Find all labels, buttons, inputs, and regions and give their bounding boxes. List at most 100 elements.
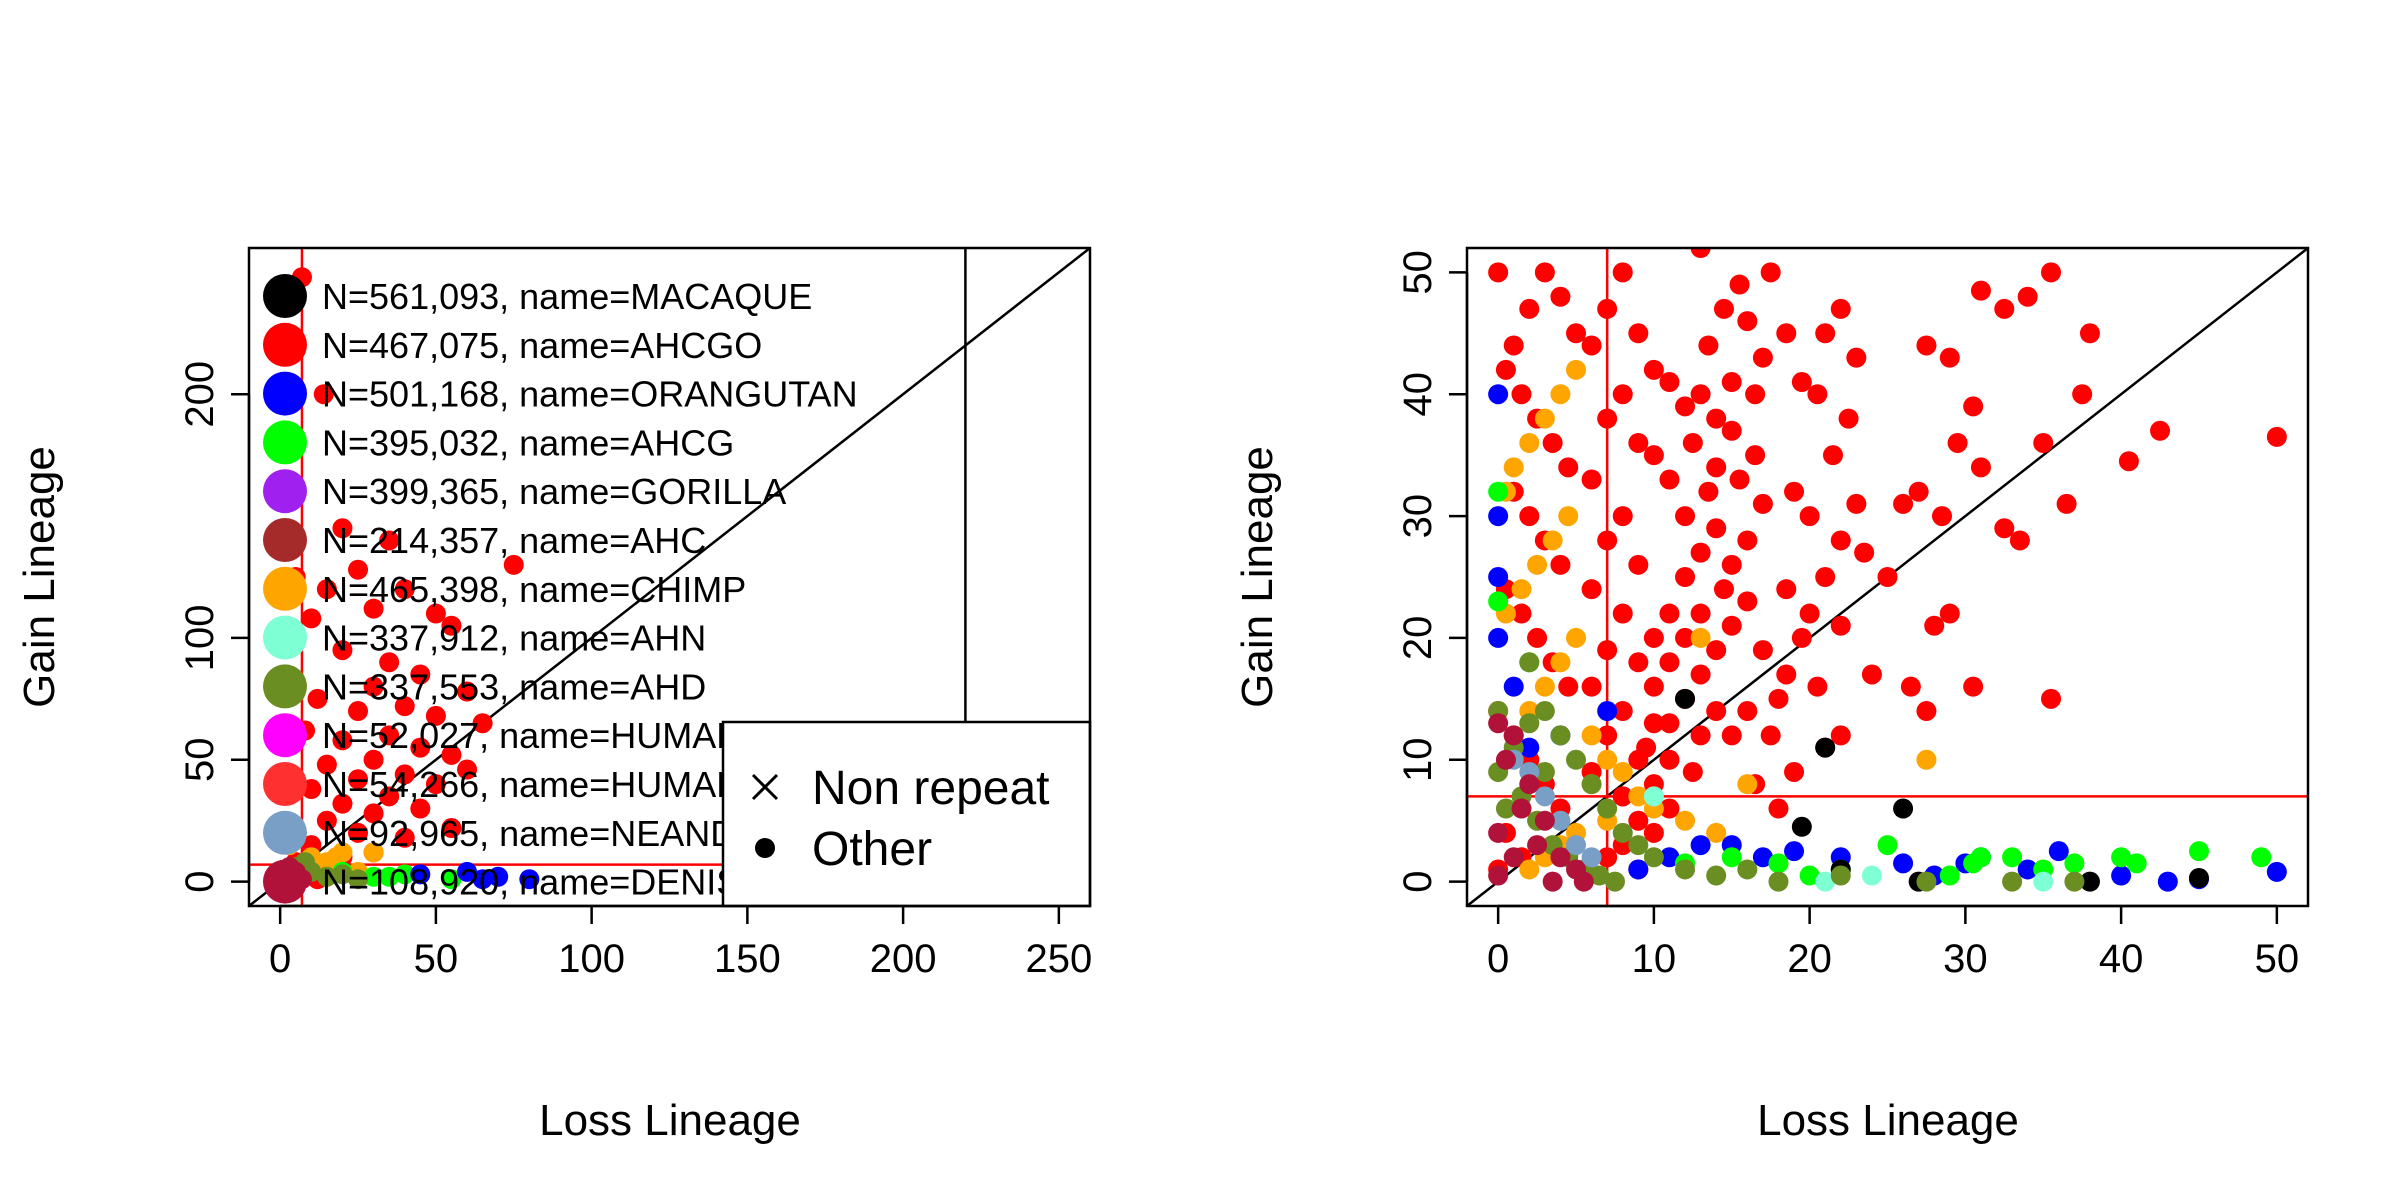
data-point xyxy=(316,810,337,831)
data-point xyxy=(1675,396,1696,417)
data-point xyxy=(1488,481,1509,502)
data-point xyxy=(1690,664,1711,685)
data-point xyxy=(301,608,322,629)
data-point xyxy=(441,818,462,839)
data-point xyxy=(2150,420,2171,441)
data-point xyxy=(1534,701,1555,722)
data-point xyxy=(1721,615,1742,636)
data-point xyxy=(1721,372,1742,393)
data-point xyxy=(1659,713,1680,734)
data-point xyxy=(1939,603,1960,624)
data-point xyxy=(441,869,462,890)
data-point xyxy=(2266,861,2287,882)
data-point xyxy=(1846,493,1867,514)
data-point xyxy=(1807,384,1828,405)
data-point xyxy=(2111,865,2132,886)
data-point xyxy=(1963,676,1984,697)
data-point xyxy=(1581,774,1602,795)
data-point xyxy=(332,793,353,814)
data-point xyxy=(1893,853,1914,874)
data-point xyxy=(2017,286,2038,307)
data-point xyxy=(410,864,431,885)
data-point xyxy=(1893,798,1914,819)
data-point xyxy=(1916,749,1937,770)
legend-swatch xyxy=(263,469,307,514)
data-point xyxy=(1550,286,1571,307)
data-point xyxy=(1503,676,1524,697)
data-point xyxy=(2041,262,2062,283)
right-x-tick-label: 30 xyxy=(1943,937,1988,981)
right-plot-frame xyxy=(1465,246,2310,908)
data-point xyxy=(2002,847,2023,868)
right-y-tick-label: 20 xyxy=(1396,616,1440,661)
data-point xyxy=(1861,664,1882,685)
data-point xyxy=(348,769,369,790)
data-point xyxy=(1581,469,1602,490)
data-point xyxy=(1799,603,1820,624)
data-point xyxy=(1690,603,1711,624)
legend-label: N=465,398, name=CHIMP xyxy=(322,569,746,610)
data-point xyxy=(1830,865,1851,886)
data-point xyxy=(1807,676,1828,697)
data-point xyxy=(1916,701,1937,722)
data-point xyxy=(1581,676,1602,697)
data-point xyxy=(363,842,384,863)
data-point xyxy=(1519,737,1540,758)
data-point xyxy=(2064,871,2085,892)
data-point xyxy=(1503,847,1524,868)
left-y-tick-label: 50 xyxy=(178,738,222,783)
data-point xyxy=(1612,603,1633,624)
data-point xyxy=(1760,725,1781,746)
data-point xyxy=(1488,865,1509,886)
data-point xyxy=(1643,786,1664,807)
data-point xyxy=(1542,871,1563,892)
data-point xyxy=(1612,506,1633,527)
data-point xyxy=(2033,432,2054,453)
data-point xyxy=(1519,652,1540,673)
data-point xyxy=(1752,640,1773,661)
data-point xyxy=(1776,579,1797,600)
data-point xyxy=(363,803,384,824)
data-point xyxy=(1713,579,1734,600)
data-point xyxy=(1706,822,1727,843)
data-point xyxy=(1947,432,1968,453)
right-y-tick-label: 40 xyxy=(1396,372,1440,417)
data-point xyxy=(379,866,400,887)
data-point xyxy=(1495,798,1516,819)
data-point xyxy=(1597,640,1618,661)
data-point xyxy=(1690,384,1711,405)
data-point xyxy=(1503,335,1524,356)
data-point xyxy=(1706,408,1727,429)
right-x-tick-label: 20 xyxy=(1787,937,1832,981)
data-point xyxy=(1581,847,1602,868)
data-point xyxy=(1745,384,1766,405)
data-point xyxy=(379,725,400,746)
shape-legend-box xyxy=(721,720,1092,908)
data-point xyxy=(1534,262,1555,283)
left-x-tick-label: 0 xyxy=(269,937,291,981)
data-point xyxy=(2072,384,2093,405)
data-point xyxy=(1893,493,1914,514)
data-point xyxy=(1550,652,1571,673)
right-y-tick-label: 50 xyxy=(1396,250,1440,295)
data-point xyxy=(1488,506,1509,527)
data-point xyxy=(1690,627,1711,648)
data-point xyxy=(1511,384,1532,405)
data-point xyxy=(348,559,369,580)
data-point xyxy=(1628,786,1649,807)
legend-label: N=467,075, name=AHCGO xyxy=(322,325,762,366)
data-point xyxy=(2188,841,2209,862)
data-point xyxy=(394,696,415,717)
data-point xyxy=(1628,432,1649,453)
data-point xyxy=(1597,701,1618,722)
data-point xyxy=(1737,859,1758,880)
legend-swatch xyxy=(263,371,307,416)
data-point xyxy=(1815,871,1836,892)
data-point xyxy=(332,640,353,661)
data-point xyxy=(2056,493,2077,514)
data-point xyxy=(1776,664,1797,685)
data-point xyxy=(2009,530,2030,551)
legend-swatch xyxy=(263,713,307,758)
data-point xyxy=(1519,298,1540,319)
data-point xyxy=(1815,323,1836,344)
